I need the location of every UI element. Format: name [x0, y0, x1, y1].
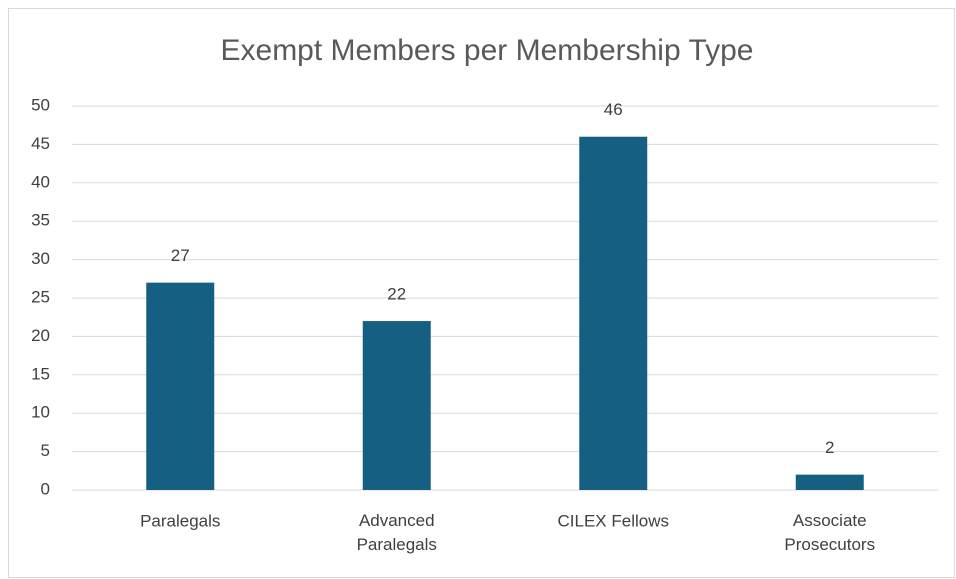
y-tick-label: 15 — [31, 364, 50, 383]
y-tick-label: 20 — [31, 326, 50, 345]
bar — [362, 321, 431, 490]
x-tick-label: Advanced Paralegals — [357, 511, 437, 554]
y-tick-label: 45 — [31, 134, 50, 153]
bar — [146, 282, 215, 490]
y-tick-label: 35 — [31, 211, 50, 230]
y-tick-label: 40 — [31, 172, 50, 191]
y-tick-label: 5 — [41, 441, 50, 460]
data-label: 2 — [825, 438, 834, 457]
data-label: 46 — [604, 100, 623, 119]
data-label: 22 — [387, 285, 406, 304]
y-tick-label: 30 — [31, 249, 50, 268]
chart-title: Exempt Members per Membership Type — [221, 34, 754, 67]
x-tick-label: Paralegals — [140, 511, 220, 530]
bar — [795, 474, 864, 490]
y-tick-label: 0 — [41, 479, 50, 498]
y-tick-label: 50 — [31, 95, 50, 114]
x-tick-label: CILEX Fellows — [558, 511, 669, 530]
data-label: 27 — [171, 246, 190, 265]
x-tick-label: Associate Prosecutors — [784, 511, 875, 554]
y-tick-label: 25 — [31, 287, 50, 306]
y-tick-label: 10 — [31, 403, 50, 422]
bar — [579, 136, 648, 490]
